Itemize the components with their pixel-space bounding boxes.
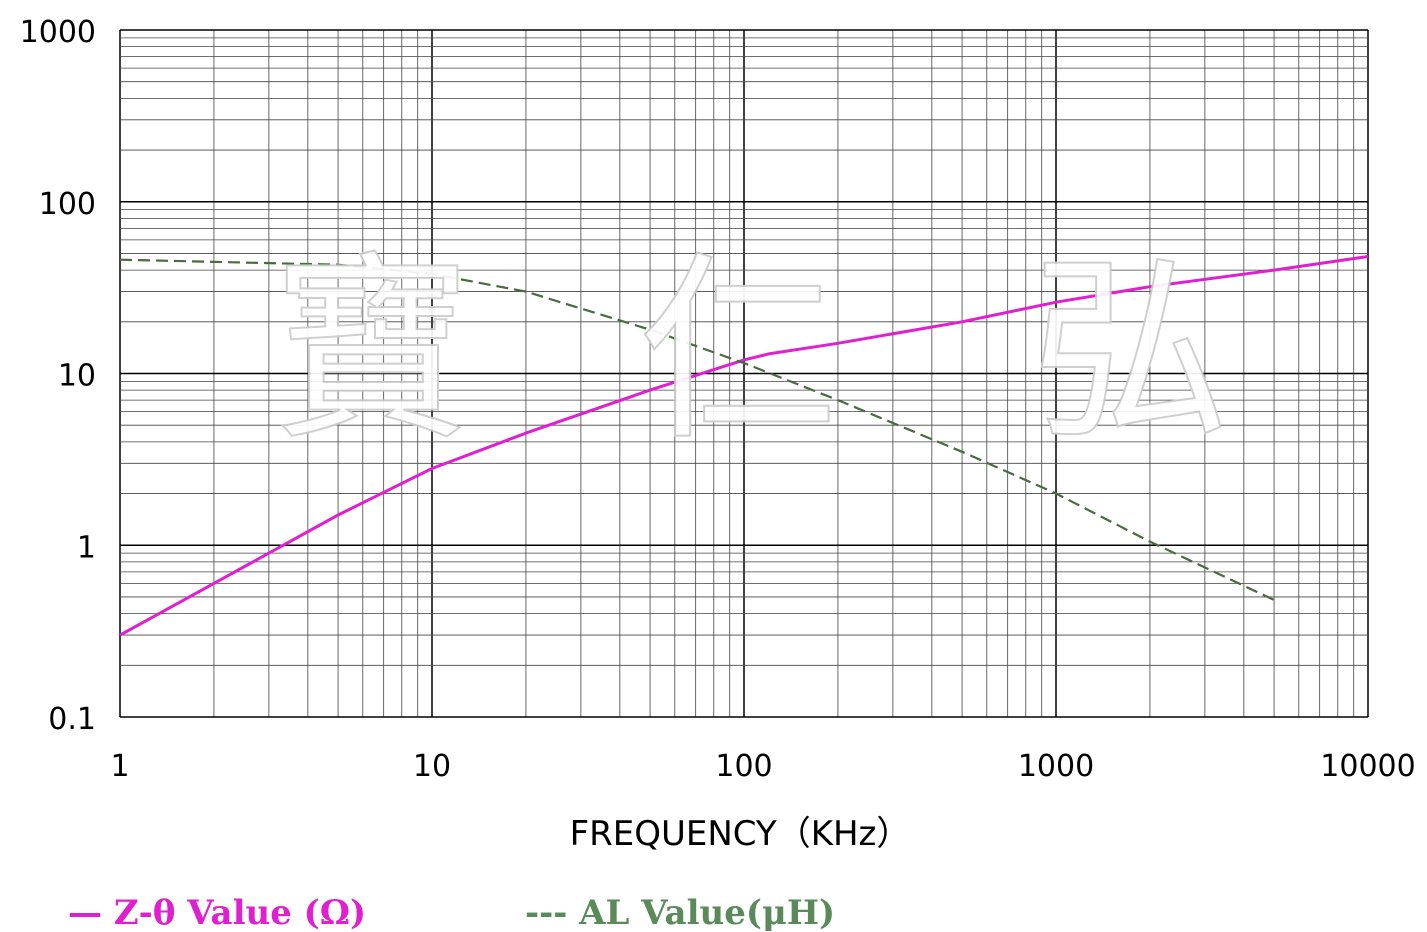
x-axis-title: FREQUENCY（KHz）: [570, 814, 911, 854]
watermark: 寶仁弘: [271, 234, 1231, 469]
series-line-z-value: [119, 255, 1369, 637]
grid: [119, 29, 1369, 718]
x-tick-label: 1000: [1018, 749, 1094, 784]
y-tick-label: 10: [58, 359, 96, 394]
y-tick-label: 100: [39, 187, 96, 222]
tick-labels: 1 10 100 1000 10000 0.1 1 10 100 1000: [20, 15, 1416, 784]
legend-al-value: --- AL Value(μH): [525, 893, 835, 932]
x-tick-label: 10: [413, 749, 451, 784]
legend-z-value: — Z-θ Value (Ω): [68, 893, 366, 932]
series-layer: [119, 255, 1369, 637]
legend: — Z-θ Value (Ω) --- AL Value(μH): [68, 893, 835, 932]
watermark-glyph: 弘: [1030, 235, 1230, 468]
x-tick-label: 10000: [1320, 749, 1415, 784]
y-tick-label: 0.1: [48, 702, 96, 737]
watermark-glyph: 仁: [638, 235, 838, 468]
series-line-al-value: [119, 258, 1275, 601]
y-tick-label: 1: [77, 530, 96, 565]
watermark-glyph: 寶: [272, 235, 472, 468]
y-tick-label: 1000: [20, 15, 96, 50]
x-tick-label: 1: [110, 749, 129, 784]
x-tick-label: 100: [715, 749, 772, 784]
